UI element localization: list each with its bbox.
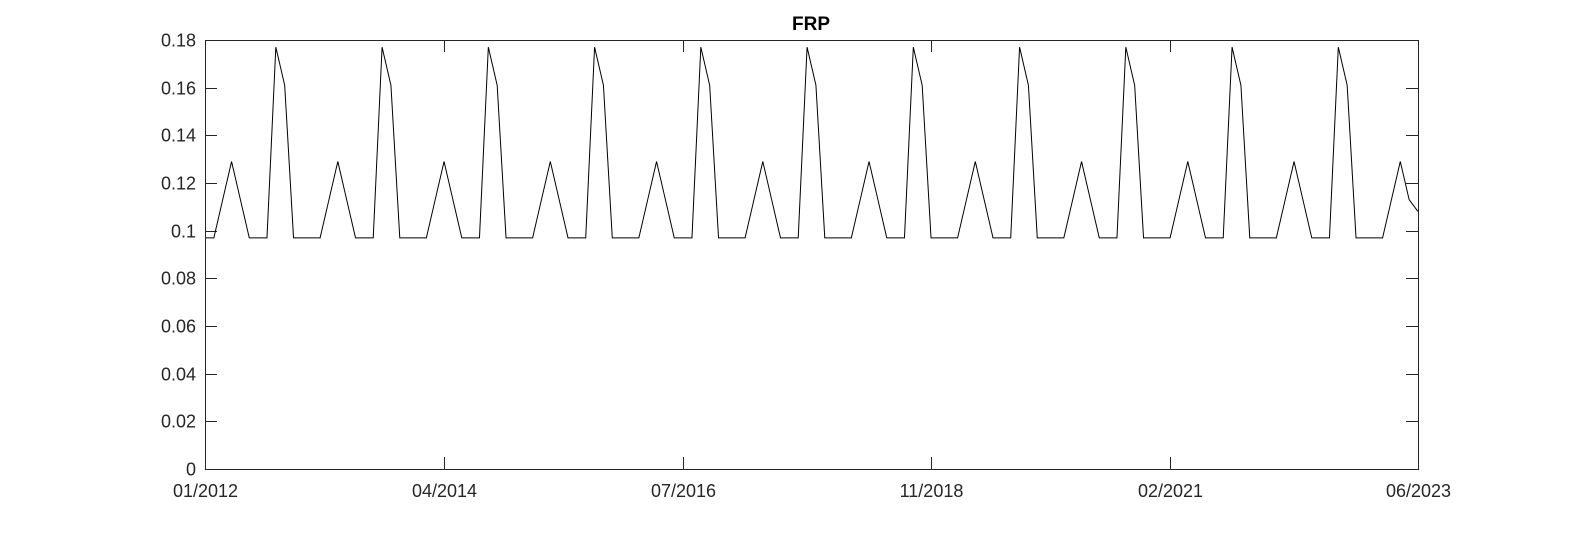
x-tick-label: 07/2016 [651,481,716,501]
x-tick-label: 11/2018 [900,481,964,501]
axis-ticks [205,40,1419,470]
y-tick-label: 0.18 [161,31,196,51]
plot-area-frame [205,40,1419,470]
y-tick-label: 0.12 [161,174,196,194]
x-tick-labels: 01/2012 04/2014 07/2016 11/2018 02/2021 06/20… [173,481,1451,501]
y-tick-label: 0.16 [161,79,196,99]
x-tick-label: 04/2014 [412,481,477,501]
y-tick-label: 0.02 [161,412,196,432]
series-line [205,47,1419,239]
x-tick-label: 01/2012 [173,481,238,501]
y-tick-label: 0.08 [161,269,196,289]
y-tick-labels: 0 0.02 0.04 0.06 0.08 0.1 0.12 0.14 0.16 0.18 [161,31,196,480]
y-tick-label: 0.1 [171,222,196,242]
y-tick-label: 0.14 [161,126,196,146]
y-tick-label: 0 [186,460,196,480]
y-tick-label: 0.06 [161,317,196,337]
x-tick-label: 02/2021 [1138,481,1203,501]
x-tick-label: 06/2023 [1386,481,1451,501]
y-tick-label: 0.04 [161,365,196,385]
chart-title: FRP [792,14,830,35]
